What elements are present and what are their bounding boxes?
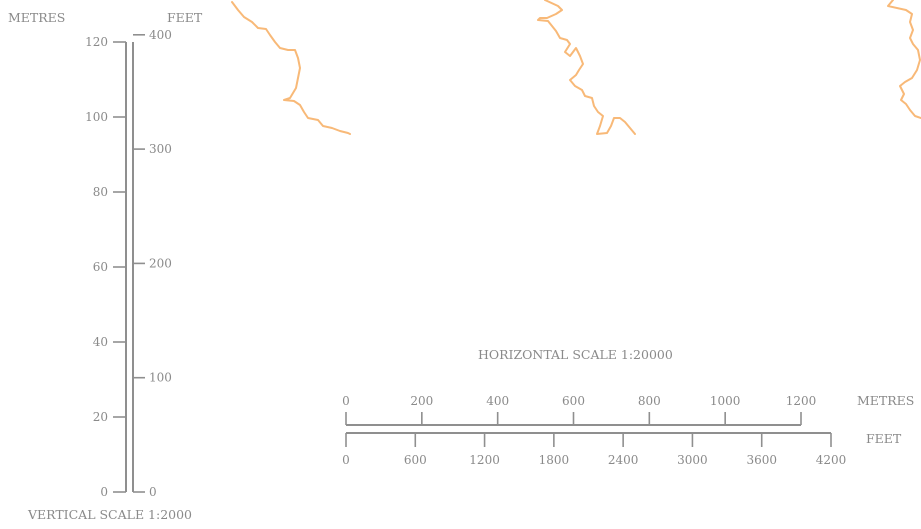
horizontal-metres-tick-label: 400 [486, 394, 509, 408]
horizontal-metres-tick-label: 1000 [710, 394, 741, 408]
vertical-scale-title: VERTICAL SCALE 1:2000 [27, 507, 192, 522]
horizontal-metres-tick-label: 200 [410, 394, 433, 408]
vertical-feet-tick-label: 0 [149, 485, 157, 499]
contour-line-left [231, 1, 351, 135]
horizontal-feet-tick-label: 3000 [677, 453, 708, 467]
vertical-metres-label: METRES [8, 10, 65, 25]
horizontal-feet-tick-label: 600 [404, 453, 427, 467]
vertical-metres-tick-label: 80 [93, 185, 108, 199]
horizontal-metres-ticks: 0 200 400 600 800 1000 1200 [342, 394, 816, 425]
horizontal-feet-tick-label: 3600 [746, 453, 777, 467]
vertical-metres-tick-label: 120 [85, 35, 108, 49]
vertical-metres-tick-label: 40 [93, 335, 108, 349]
vertical-scale: METRES FEET 0 20 40 60 80 100 120 0 100 200 300 40… [8, 10, 203, 522]
vertical-metres-tick-label: 0 [100, 485, 108, 499]
vertical-feet-tick-label: 300 [149, 142, 172, 156]
horizontal-feet-tick-label: 1200 [469, 453, 500, 467]
horizontal-metres-tick-label: 0 [342, 394, 350, 408]
horizontal-feet-ticks: 0 600 1200 1800 2400 3000 3600 4200 [342, 433, 846, 467]
vertical-feet-label: FEET [167, 10, 203, 25]
vertical-metres-ticks: 0 20 40 60 80 100 120 [85, 35, 126, 499]
horizontal-feet-tick-label: 2400 [608, 453, 639, 467]
horizontal-feet-tick-label: 4200 [816, 453, 847, 467]
vertical-feet-tick-label: 400 [149, 28, 172, 42]
vertical-metres-tick-label: 20 [93, 410, 108, 424]
contour-line-right [887, 0, 921, 119]
horizontal-metres-tick-label: 1200 [786, 394, 817, 408]
horizontal-metres-tick-label: 600 [562, 394, 585, 408]
vertical-feet-ticks: 0 100 200 300 400 [133, 28, 172, 499]
horizontal-feet-tick-label: 1800 [539, 453, 570, 467]
vertical-feet-tick-label: 100 [149, 371, 172, 385]
contour-lines [231, 0, 921, 135]
vertical-metres-tick-label: 60 [93, 260, 108, 274]
vertical-feet-tick-label: 200 [149, 256, 172, 270]
contour-line-middle [537, 0, 636, 135]
horizontal-feet-tick-label: 0 [342, 453, 350, 467]
vertical-metres-tick-label: 100 [85, 110, 108, 124]
horizontal-scale: HORIZONTAL SCALE 1:20000 0 200 400 600 800 10… [342, 347, 914, 467]
horizontal-metres-tick-label: 800 [638, 394, 661, 408]
horizontal-metres-label: METRES [857, 393, 914, 408]
horizontal-scale-title: HORIZONTAL SCALE 1:20000 [478, 347, 673, 362]
horizontal-feet-label: FEET [866, 431, 902, 446]
